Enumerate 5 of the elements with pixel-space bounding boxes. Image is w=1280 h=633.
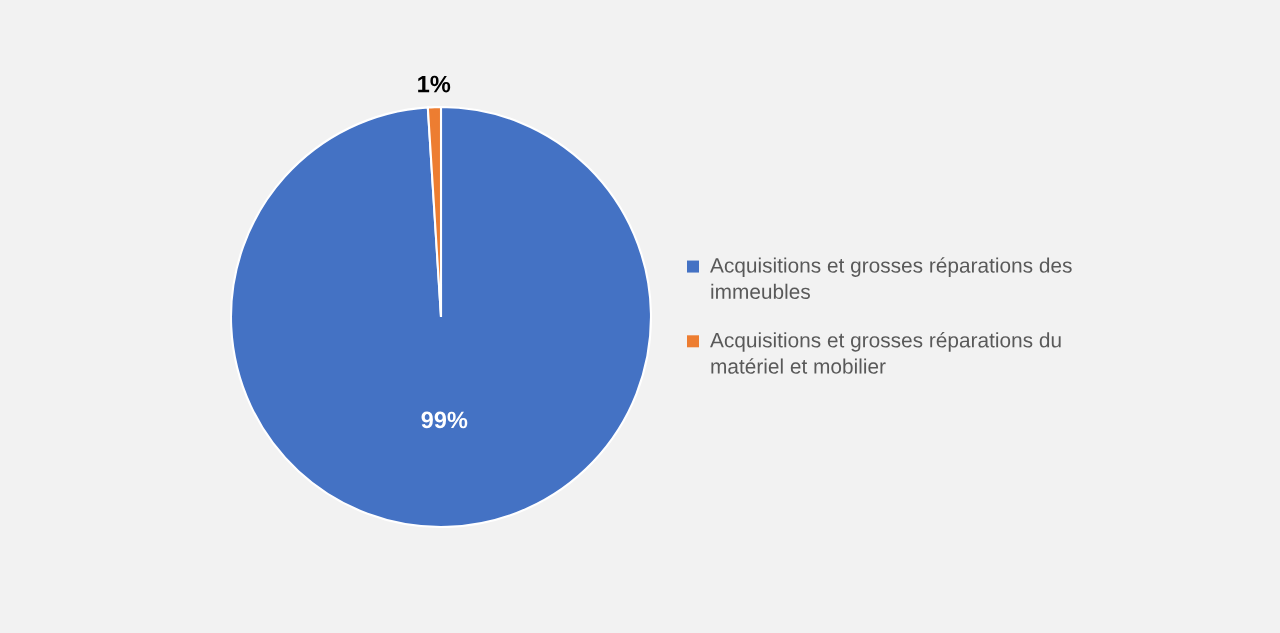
data-label: 99% [421, 411, 468, 429]
pie-slice [229, 105, 653, 529]
legend-label: Acquisitions et grosses réparations du matériel et mobilier [710, 332, 1061, 374]
data-label: 1% [418, 75, 451, 93]
legend-label: Acquisitions et grosses réparations des immeubles [710, 257, 1072, 300]
